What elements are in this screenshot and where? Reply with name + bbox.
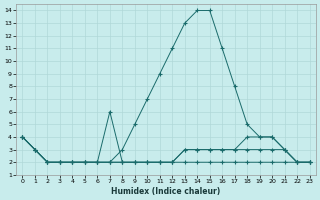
X-axis label: Humidex (Indice chaleur): Humidex (Indice chaleur) — [111, 187, 221, 196]
